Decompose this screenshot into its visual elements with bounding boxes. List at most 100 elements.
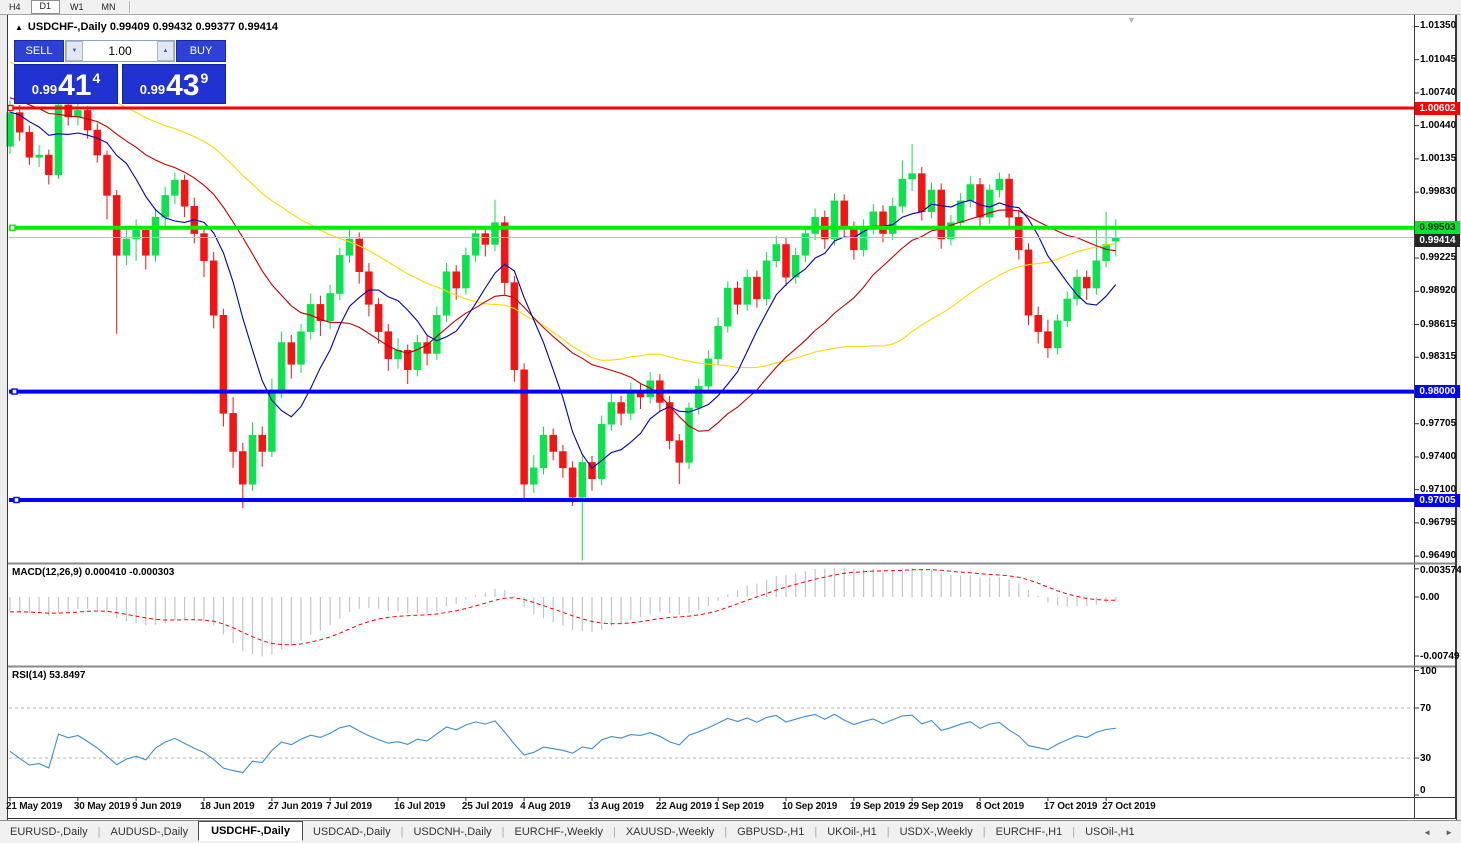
date-label: 17 Oct 2019: [1043, 801, 1098, 812]
sell-price-pip: 4: [92, 70, 101, 86]
buy-price-pip: 9: [200, 70, 209, 86]
chart-tab-usdcad-daily[interactable]: USDCAD-,Daily: [312, 826, 391, 838]
date-label: 10 Sep 2019: [782, 801, 838, 812]
sell-price-big: 41: [58, 69, 92, 102]
sell-button[interactable]: SELL: [14, 40, 64, 62]
volume-decrease-button[interactable]: ▼: [66, 41, 83, 61]
price-tick-label: 0.98920: [1420, 285, 1457, 297]
tab-scroll-left-button[interactable]: ◄: [1423, 827, 1432, 837]
buy-price-big: 43: [166, 69, 200, 102]
toolbar-separator: [128, 1, 130, 13]
sell-price-display[interactable]: 0.99 41 4: [14, 64, 118, 104]
price-tick-label: 0.97705: [1420, 417, 1457, 429]
date-label: 18 Jun 2019: [200, 801, 255, 812]
date-label: 22 Aug 2019: [655, 801, 712, 812]
chart-tab-xauusd-weekly[interactable]: XAUUSD-,Weekly: [625, 826, 715, 838]
date-label: 7 Jul 2019: [326, 801, 372, 812]
chart-tab-bar: EURUSD-,Daily | AUDUSD-,Daily USDCHF-,Daily…: [0, 820, 1461, 843]
volume-stepper: ▼ 1.00 ▲: [65, 40, 175, 62]
price-tick-label: 1.01045: [1420, 53, 1457, 65]
price-badge-0.99414: 0.99414: [1415, 234, 1460, 248]
price-badge-0.99503: 0.99503: [1415, 220, 1460, 234]
price-tick-label: 1.00440: [1420, 119, 1457, 131]
chart-tab-audusd-daily[interactable]: AUDUSD-,Daily: [110, 826, 189, 838]
tab-scroll-controls: ◄ ►: [1423, 821, 1453, 843]
chart-tab-ukoil-h1[interactable]: UKOil-,H1: [827, 826, 877, 838]
date-label: 19 Sep 2019: [849, 801, 905, 812]
chart-shift-marker[interactable]: ▼: [1127, 15, 1136, 25]
triangle-up-icon: ▲: [162, 48, 169, 54]
tab-separator: |: [886, 826, 890, 838]
rsi-indicator-label: RSI(14) 53.8497: [12, 670, 86, 681]
price-tick-label: 0.96795: [1420, 516, 1457, 528]
chart-tab-eurchf-h1[interactable]: EURCHF-,H1: [995, 826, 1063, 838]
buy-price-prefix: 0.99: [139, 82, 166, 97]
price-tick-label: 0.98315: [1420, 351, 1457, 363]
chart-tab-eurusd-daily[interactable]: EURUSD-,Daily: [10, 826, 88, 838]
symbol-tree-icon: ▲: [15, 23, 23, 32]
timeframe-button-h4[interactable]: H4: [9, 2, 21, 12]
date-label: 30 May 2019: [73, 801, 131, 812]
macd-tick-label: -0.00749: [1420, 650, 1460, 662]
tab-separator: |: [814, 826, 818, 838]
rsi-tick-label: 100: [1420, 665, 1437, 677]
tab-separator: |: [97, 826, 101, 838]
chart-window[interactable]: [7, 14, 1457, 821]
chart-tab-eurchf-weekly[interactable]: EURCHF-,Weekly: [514, 826, 603, 838]
buy-price-display[interactable]: 0.99 43 9: [122, 64, 226, 104]
macd-tick-label: 0.00: [1420, 592, 1440, 603]
chart-tab-gbpusd-h1[interactable]: GBPUSD-,H1: [737, 826, 805, 838]
date-label: 25 Jul 2019: [461, 801, 514, 812]
timeframe-button-mn[interactable]: MN: [101, 2, 116, 12]
buy-button[interactable]: BUY: [176, 40, 226, 62]
date-label: 16 Jul 2019: [394, 801, 446, 812]
tab-separator: |: [982, 826, 986, 838]
volume-increase-button[interactable]: ▲: [157, 41, 174, 61]
sell-price-prefix: 0.99: [31, 82, 58, 97]
tab-separator: |: [724, 826, 728, 838]
timeframe-button-d1[interactable]: D1: [30, 0, 61, 14]
chart-symbol-label: USDCHF-,Daily: [27, 21, 107, 33]
tab-separator: |: [1072, 826, 1076, 838]
tab-separator: |: [400, 826, 404, 838]
price-badge-1.00602: 1.00602: [1415, 101, 1460, 115]
date-label: 29 Sep 2019: [908, 801, 964, 812]
chart-title: ▲ USDCHF-,Daily 0.99409 0.99432 0.99377 0…: [15, 21, 278, 33]
timeframe-toolbar: H4 D1 W1 MN: [0, 0, 1461, 15]
tab-scroll-right-button[interactable]: ►: [1445, 827, 1453, 837]
timeframe-button-w1[interactable]: W1: [70, 2, 84, 12]
triangle-down-icon: ▼: [71, 48, 78, 54]
price-tick-label: 1.00135: [1420, 152, 1457, 164]
price-tick-label: 0.99225: [1420, 252, 1457, 264]
price-tick-label: 0.96490: [1420, 550, 1457, 562]
price-tick-label: 0.99830: [1420, 186, 1457, 198]
date-label: 1 Sep 2019: [714, 801, 764, 812]
chart-tab-usdchf-daily[interactable]: USDCHF-,Daily: [198, 821, 303, 841]
date-label: 4 Aug 2019: [520, 801, 571, 812]
price-tick-label: 1.01350: [1420, 20, 1457, 32]
tab-separator: |: [501, 826, 505, 838]
chart-tab-usdx-weekly[interactable]: USDX-,Weekly: [899, 826, 973, 838]
macd-tick-label: 0.003574: [1420, 565, 1461, 576]
date-label: 13 Aug 2019: [588, 801, 644, 812]
chart-tab-usdcnh-daily[interactable]: USDCNH-,Daily: [413, 826, 492, 838]
volume-input[interactable]: 1.00: [108, 44, 132, 58]
date-label: 27 Jun 2019: [267, 801, 323, 812]
price-tick-label: 0.98615: [1420, 318, 1457, 330]
price-tick-label: 1.00740: [1420, 86, 1457, 98]
macd-indicator-label: MACD(12,26,9) 0.000410 -0.000303: [12, 567, 175, 578]
price-tick-label: 0.97400: [1420, 450, 1457, 462]
rsi-tick-label: 0: [1420, 785, 1426, 796]
chart-tab-usoil-h1[interactable]: USOil-,H1: [1085, 826, 1135, 838]
date-label: 9 Jun 2019: [132, 801, 182, 812]
date-label: 27 Oct 2019: [1102, 801, 1156, 812]
chart-ohlc-values: 0.99409 0.99432 0.99377 0.99414: [109, 21, 279, 33]
date-label: 8 Oct 2019: [976, 801, 1025, 812]
tab-separator: |: [612, 826, 616, 838]
price-badge-0.98000: 0.98000: [1415, 385, 1460, 399]
one-click-trading-panel: SELL ▼ 1.00 ▲ BUY 0.99 41 4 0.99 43 9: [14, 40, 226, 104]
date-label: 21 May 2019: [6, 801, 63, 812]
rsi-tick-label: 70: [1420, 703, 1432, 714]
price-badge-0.97005: 0.97005: [1415, 493, 1460, 507]
